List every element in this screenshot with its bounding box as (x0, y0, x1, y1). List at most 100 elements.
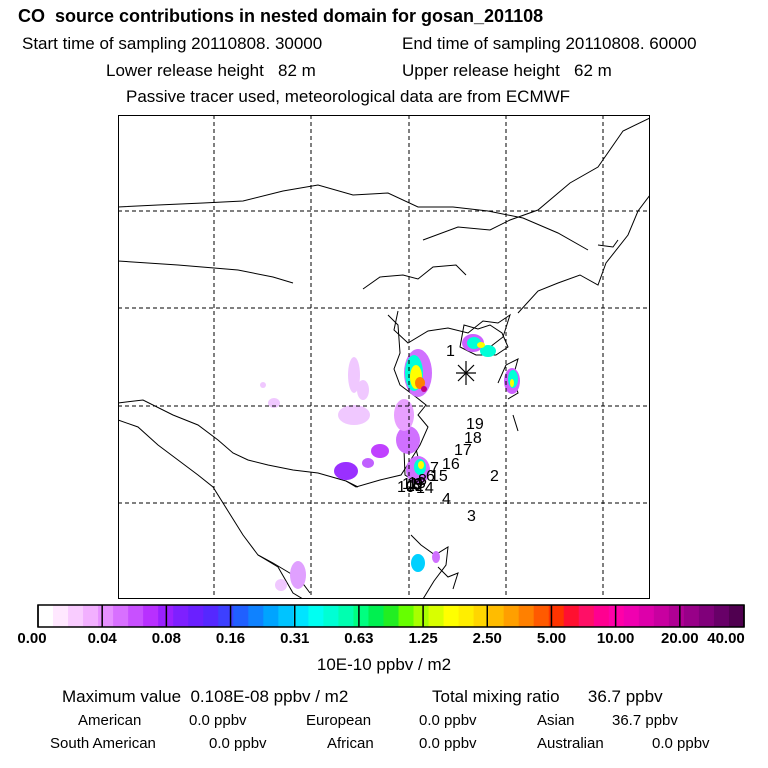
trajectory-label: 2 (490, 468, 499, 485)
colorbar-swatch (728, 605, 745, 627)
australian-value: 0.0 ppbv (652, 735, 710, 752)
european-value: 0.0 ppbv (419, 712, 477, 729)
trajectory-label: 12 (406, 478, 424, 495)
colorbar-swatch (323, 605, 339, 627)
colorbar-swatch (53, 605, 69, 627)
start-time-label: Start time of sampling 20110808. 30000 (22, 34, 323, 53)
colorbar-swatch (563, 605, 580, 627)
colorbar-swatch (218, 605, 234, 627)
colorbar-swatch (98, 605, 114, 627)
trajectory-label: 10 (397, 479, 415, 496)
colorbar-swatch (533, 605, 550, 627)
colorbar-swatch (518, 605, 535, 627)
colorbar-swatch (488, 605, 505, 627)
colorbar-swatch (458, 605, 475, 627)
total-mixing-label: Total mixing ratio 36.7 ppbv (432, 687, 663, 706)
colorbar-tick-label: 0.63 (344, 630, 374, 647)
colorbar-frame (37, 604, 745, 628)
colorbar-swatch (383, 605, 400, 627)
australian-label: Australian (537, 735, 604, 752)
colorbar-swatch (308, 605, 324, 627)
trajectory-label: 1 (446, 343, 455, 360)
colorbar-tick-label: 20.00 (661, 630, 699, 647)
asian-value: 36.7 ppbv (612, 712, 678, 729)
trajectory-label: 19 (466, 416, 484, 433)
trajectory-label: 7 (430, 460, 439, 477)
trajectory-label: 18 (464, 430, 482, 447)
colorbar-swatch (173, 605, 189, 627)
colorbar-swatch (578, 605, 595, 627)
colorbar-swatch (473, 605, 490, 627)
colorbar-swatch (188, 605, 204, 627)
colorbar-swatch (293, 605, 309, 627)
colorbar-swatch (83, 605, 99, 627)
colorbar-tick-label: 0.08 (151, 630, 181, 647)
colorbar-swatch (653, 605, 670, 627)
colorbar-tick-label: 0.00 (17, 630, 47, 647)
trajectory-label: 8 (418, 472, 427, 489)
source-contribution-field (260, 334, 520, 591)
end-time-label: End time of sampling 20110808. 60000 (402, 34, 697, 53)
colorbar-swatch (233, 605, 249, 627)
trajectory-label: 5 (413, 477, 422, 494)
colorbar-swatch (443, 605, 460, 627)
trajectory-label: 15 (430, 468, 448, 485)
colorbar-tick-label: 40.00 (707, 630, 745, 647)
colorbar-swatch (713, 605, 730, 627)
receptor-star-marker (456, 361, 476, 385)
trajectory-label: 6 (426, 468, 435, 485)
tracer-note: Passive tracer used, meteorological data… (126, 87, 571, 106)
colorbar-units: 10E-10 ppbv / m2 (316, 655, 452, 674)
colorbar-tick-label: 1.25 (408, 630, 438, 647)
colorbar-tick-label: 10.00 (596, 630, 635, 647)
colorbar-swatch (263, 605, 279, 627)
lower-release-label: Lower release height 82 m (106, 61, 316, 80)
colorbar-swatch (113, 605, 129, 627)
american-label: American (78, 712, 142, 729)
trajectory-label: 3 (467, 508, 476, 525)
asian-label: Asian (537, 712, 575, 729)
trajectory-label: 16 (442, 456, 460, 473)
african-value: 0.0 ppbv (419, 735, 477, 752)
colorbar-swatch (608, 605, 625, 627)
max-value-label: Maximum value 0.108E-08 ppbv / m2 (62, 687, 349, 706)
colorbar-swatch (38, 605, 54, 627)
colorbar-swatch (398, 605, 415, 627)
colorbar-swatch (278, 605, 294, 627)
plot-title: CO source contributions in nested domain… (18, 6, 544, 26)
colorbar-swatch (503, 605, 520, 627)
colorbar-tick-label: 0.04 (87, 630, 117, 647)
colorbar-swatch (428, 605, 445, 627)
african-label: African (327, 735, 374, 752)
european-label: European (306, 712, 372, 729)
colorbar-tick-label: 5.00 (536, 630, 567, 647)
colorbar-swatch (143, 605, 159, 627)
colorbar-swatch (68, 605, 84, 627)
lat-lon-grid (118, 115, 650, 599)
colorbar-swatch (683, 605, 700, 627)
colorbar-swatch (593, 605, 610, 627)
colorbar-swatch (353, 605, 369, 627)
trajectory-label: 14 (416, 480, 434, 497)
colorbar (37, 604, 745, 628)
south-american-value: 0.0 ppbv (209, 735, 267, 752)
upper-release-label: Upper release height 62 m (402, 61, 612, 80)
colorbar-tick-label: 2.50 (472, 630, 502, 647)
colorbar-tick-label: 0.31 (280, 630, 310, 647)
colorbar-swatch (623, 605, 640, 627)
colorbar-swatch (698, 605, 715, 627)
colorbar-swatch (413, 605, 430, 627)
south-american-label: South American (50, 735, 156, 752)
colorbar-tick-label: 0.16 (215, 630, 246, 647)
colorbar-swatch (248, 605, 264, 627)
colorbar-swatch (203, 605, 219, 627)
colorbar-swatch (638, 605, 655, 627)
colorbar-swatch (338, 605, 354, 627)
colorbar-swatch (128, 605, 144, 627)
trajectory-label: 13 (408, 475, 426, 492)
american-value: 0.0 ppbv (189, 712, 247, 729)
map-frame (118, 115, 650, 599)
colorbar-swatch (668, 605, 685, 627)
trajectory-label: 9 (414, 476, 423, 493)
